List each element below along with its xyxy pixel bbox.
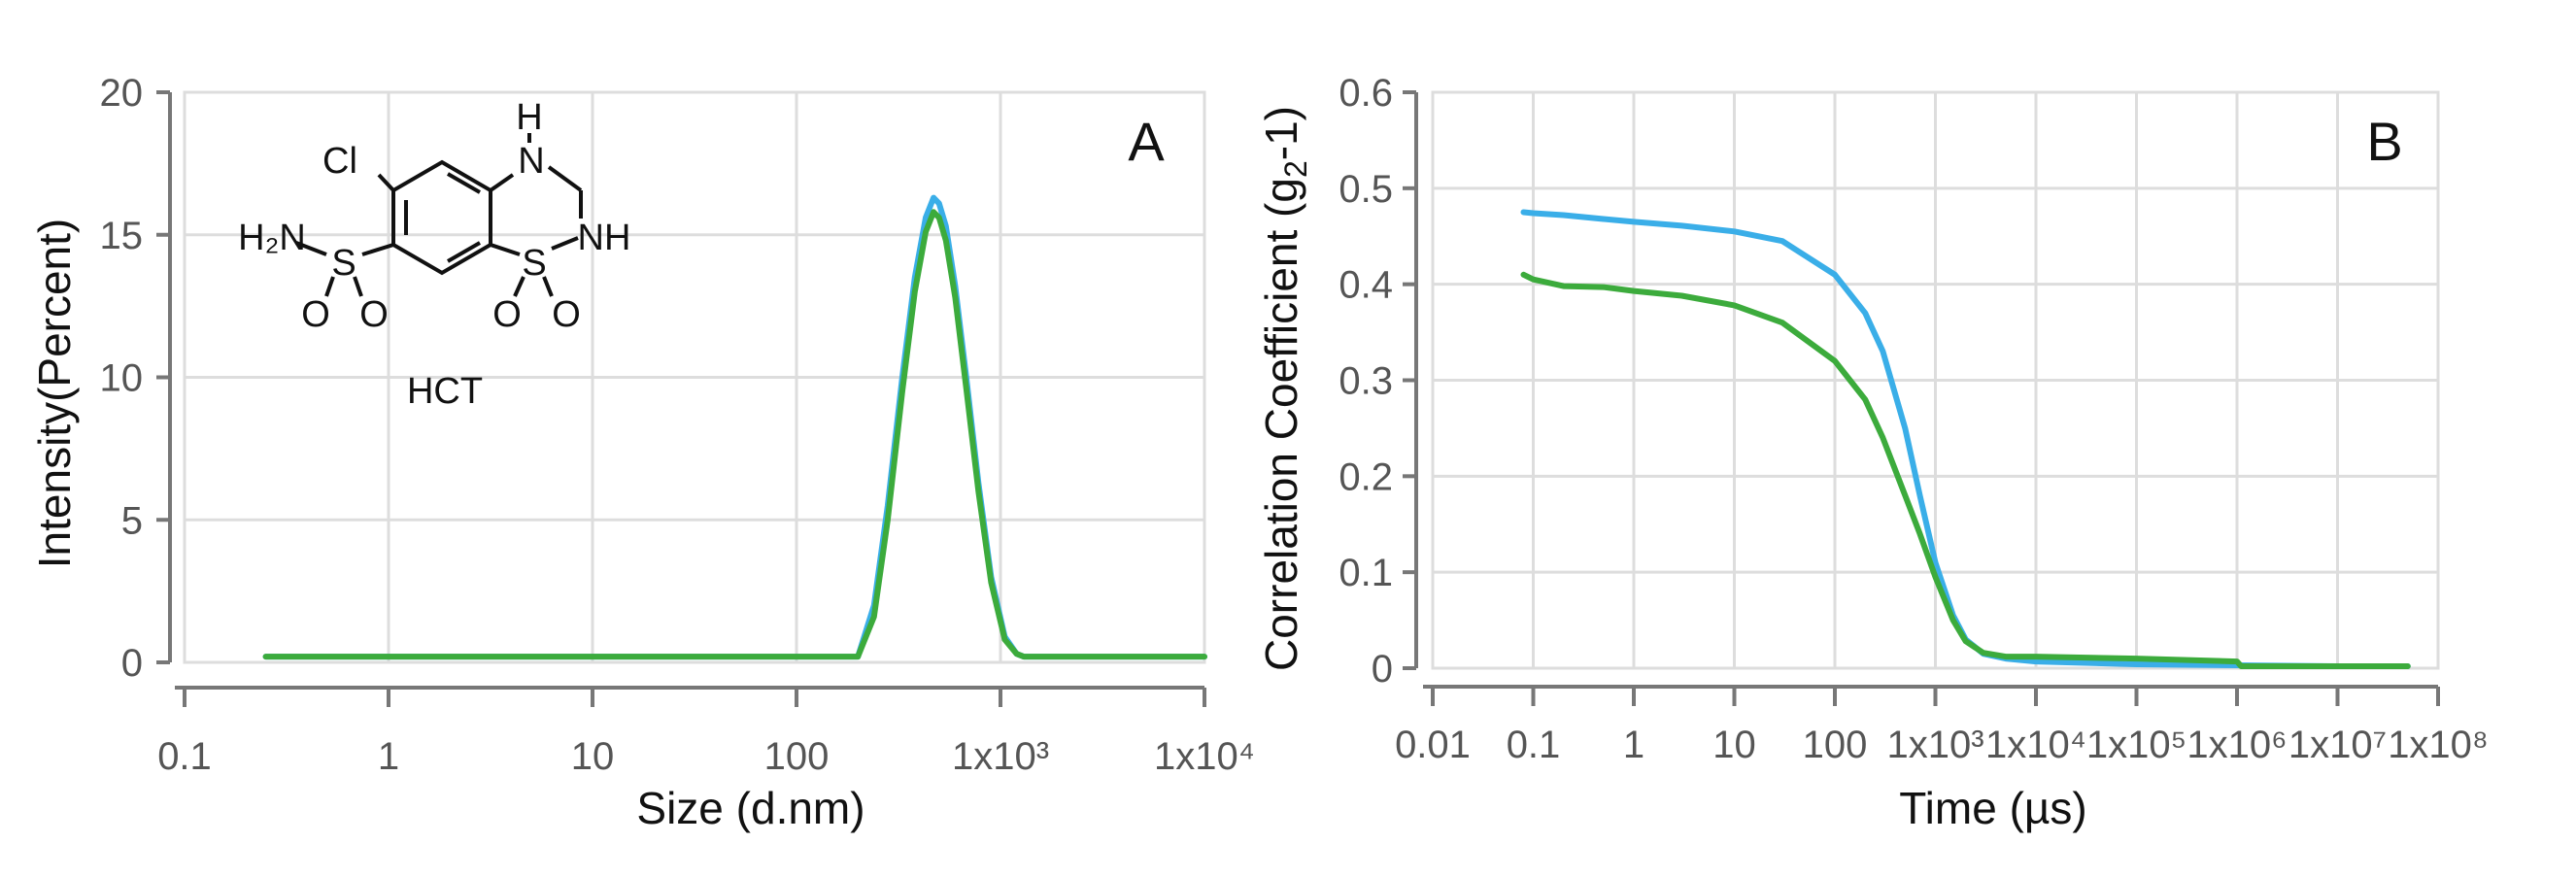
molecule-atom-nh: NH [578, 218, 631, 258]
molecule-bond [513, 276, 525, 297]
x-axis-label-a: Size (d.nm) [636, 783, 864, 833]
y-axis-label-b-subscript: 2 [1278, 160, 1313, 178]
molecule-atom-o: O [552, 294, 581, 335]
axes-b: 0.01 0.1 1 10 100 1x10³ 1x10⁴ 1x10⁵ 1x10⁶ 1x10⁷ 1x… [1339, 72, 2488, 766]
molecule-bond [377, 173, 395, 192]
molecule-bond [361, 243, 394, 256]
x-tick-label: 1x10³ [952, 735, 1049, 778]
molecule-bond [295, 241, 327, 256]
y-tick-label: 0.5 [1339, 168, 1393, 211]
x-tick-label: 0.1 [1507, 724, 1561, 766]
y-axis-label-b-main: Correlation Coefficient (g [1256, 178, 1306, 671]
y-tick-label: 0.3 [1339, 360, 1393, 403]
series-line-2 [1520, 271, 2411, 669]
hct-molecule-structure: Cl H N H₂N S S NH O O O O HCT [238, 97, 630, 412]
x-axis-label-b: Time (µs) [1899, 783, 2086, 833]
molecule-bond [353, 276, 363, 297]
x-tick-label: 1x10⁶ [2186, 724, 2287, 766]
chart-panel-b: 0.01 0.1 1 10 100 1x10³ 1x10⁴ 1x10⁵ 1x10⁶ 1x10⁷ 1x… [1256, 72, 2489, 833]
x-tick-label: 10 [1712, 724, 1756, 766]
molecule-bond [490, 243, 521, 256]
molecule-atom-o: O [301, 294, 330, 335]
molecule-double-bond [447, 241, 481, 263]
molecule-atom-h: H [516, 97, 542, 138]
molecule-atom-n: N [518, 141, 544, 182]
molecule-atom-cl: Cl [322, 141, 357, 182]
grid-a [183, 90, 1206, 664]
y-tick-label: 5 [121, 499, 143, 542]
series-line-1 [1520, 209, 2411, 669]
molecule-bond [542, 276, 554, 297]
y-tick-label: 0.1 [1339, 552, 1393, 594]
molecule-bond [324, 276, 335, 297]
molecule-atom-s: S [331, 243, 356, 284]
molecule-name: HCT [407, 371, 483, 412]
x-tick-label: 100 [764, 735, 830, 778]
x-tick-label: 1x10⁸ [2388, 724, 2489, 766]
x-tick-label: 100 [1803, 724, 1868, 766]
y-axis-label-b: Correlation Coefficient (g2-1) [1256, 106, 1313, 671]
molecule-double-bond [447, 172, 481, 194]
axes-a: 0.1 1 10 100 1x10³ 1x10⁴ 0 5 10 15 20 [100, 72, 1255, 778]
series-line-2 [262, 209, 1207, 660]
molecule-atom-o: O [492, 294, 522, 335]
y-tick-label: 0 [121, 642, 143, 685]
x-tick-label: 10 [571, 735, 615, 778]
molecule-atom-s: S [522, 243, 546, 284]
panel-letter-b: B [2366, 111, 2402, 172]
series-line-1 [262, 194, 1207, 660]
x-tick-label: 1x10⁷ [2288, 724, 2387, 766]
y-axis-label-a: Intensity(Percent) [29, 219, 80, 568]
series-a [262, 194, 1207, 660]
x-tick-label: 1x10⁴ [1154, 735, 1255, 778]
y-tick-label: 0.6 [1339, 72, 1393, 115]
y-tick-label: 0.4 [1339, 264, 1393, 307]
x-tick-label: 1x10⁴ [1985, 724, 2086, 766]
molecule-atom-h2n: H₂N [238, 218, 306, 258]
y-tick-label: 0.2 [1339, 455, 1393, 498]
x-tick-label: 1x10³ [1886, 724, 1983, 766]
molecule-bond [489, 173, 515, 192]
x-tick-label: 0.1 [157, 735, 212, 778]
molecule-bond [547, 165, 583, 192]
x-tick-label: 1 [378, 735, 399, 778]
series-b [1520, 209, 2411, 669]
y-tick-label: 10 [100, 357, 144, 400]
molecule-atom-o: O [359, 294, 389, 335]
x-tick-label: 1 [1623, 724, 1644, 766]
panel-letter-a: A [1128, 111, 1165, 172]
y-axis-label-b-tail: -1) [1256, 106, 1306, 160]
molecule-bond [551, 236, 579, 251]
y-tick-label: 0 [1372, 648, 1393, 691]
y-tick-label: 20 [100, 72, 144, 115]
x-tick-label: 1x10⁵ [2086, 724, 2186, 766]
y-tick-label: 15 [100, 215, 144, 257]
x-tick-label: 0.01 [1395, 724, 1471, 766]
